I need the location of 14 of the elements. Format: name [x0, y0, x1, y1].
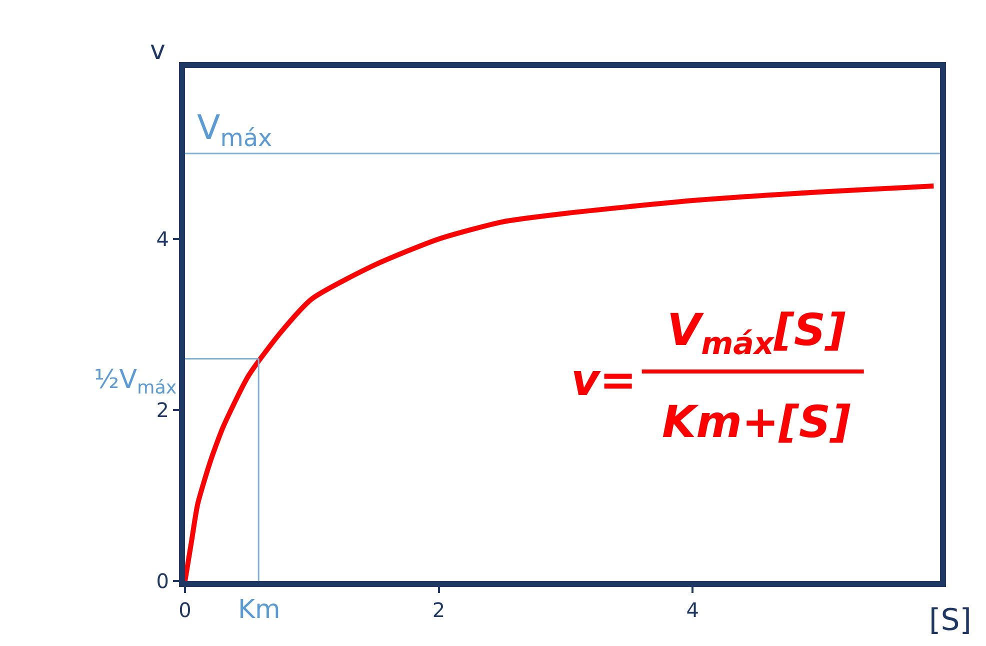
x-axis-title: [S]	[929, 603, 972, 638]
y-tick-label: 4	[156, 227, 169, 251]
y-tick-label: 0	[156, 569, 169, 593]
y-axis-title: v	[150, 36, 166, 66]
x-tick-label: 0	[178, 598, 192, 622]
ref-line-label: Km	[238, 595, 280, 625]
annotation: Km+[S]	[662, 397, 851, 448]
y-tick-label: 2	[156, 398, 169, 422]
annotation: v=	[571, 355, 637, 406]
ref-line-label: V$_{máx}$	[197, 108, 272, 152]
x-tick-label: 2	[432, 598, 446, 622]
ref-line-label: ½V$_{máx}$	[94, 365, 177, 398]
x-tick-label: 4	[686, 598, 699, 622]
annotation: V$_{máx}$[S]	[667, 305, 846, 362]
